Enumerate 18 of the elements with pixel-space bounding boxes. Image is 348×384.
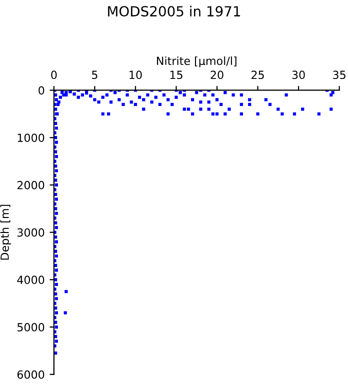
y-tick-label: 5000 (17, 323, 44, 332)
x-tick-label: 5 (92, 70, 98, 80)
x-tick-label: 15 (170, 70, 182, 80)
y-tick-label: 3000 (17, 228, 44, 237)
y-tick-label: 4000 (17, 276, 44, 284)
y-axis-title: Depth [m] (0, 204, 12, 260)
y-tick-label: 1000 (18, 134, 44, 142)
x-tick-label: 30 (292, 70, 305, 80)
x-tick-label: 20 (210, 70, 224, 80)
x-tick-label: 0 (51, 70, 57, 80)
y-tick-label: 2000 (17, 180, 44, 190)
x-tick-label: 25 (252, 70, 264, 80)
chart-title: MODS2005 in 1971 (108, 6, 240, 17)
x-axis-title: Nitrite [µmol/l] (157, 56, 236, 68)
x-tick-label: 35 (333, 70, 346, 80)
y-tick-label: 6000 (17, 370, 44, 379)
x-tick-label: 10 (130, 70, 142, 80)
y-tick-label: 0 (38, 86, 44, 95)
